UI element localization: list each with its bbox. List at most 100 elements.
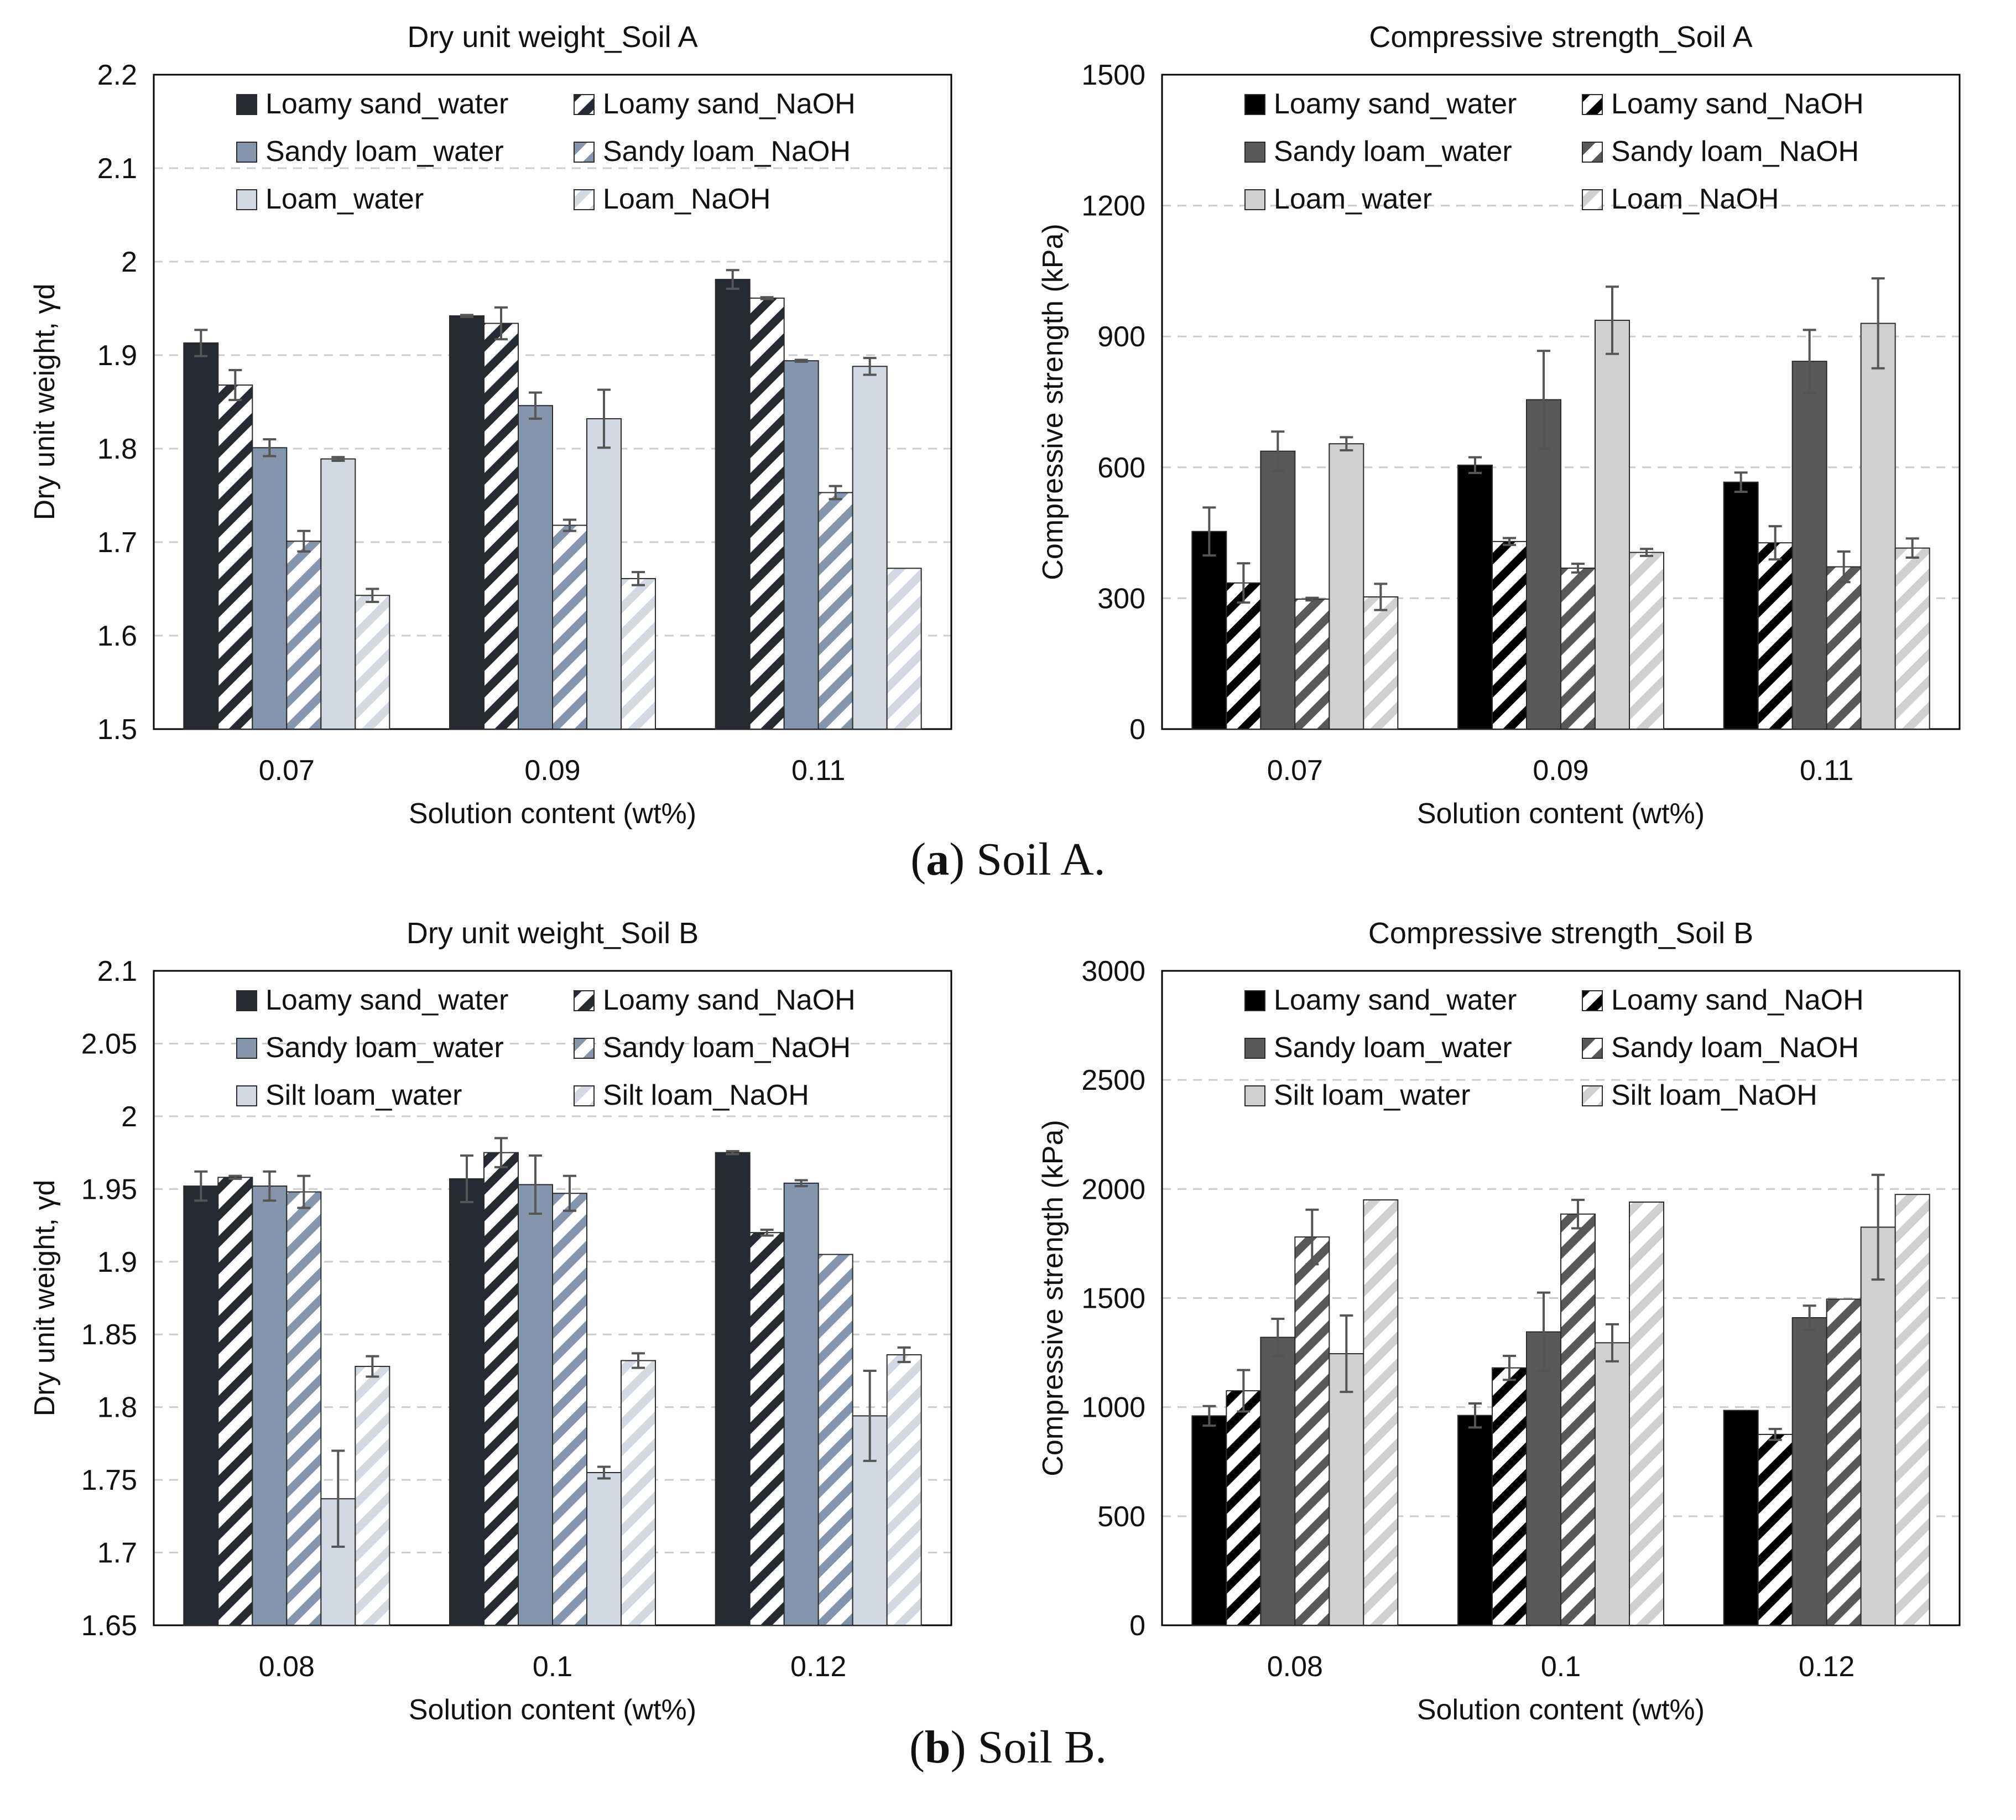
- bar-loamy-sand-water-0-12: [715, 1152, 751, 1626]
- error-bar-loamy-sand-naoh-0-11: [1768, 525, 1782, 561]
- error-bar-loam-naoh-0-09: [632, 571, 645, 586]
- legend-item-loam-water: Loam_water: [1244, 183, 1432, 215]
- bar-loamy-sand-water-0-07: [183, 342, 219, 730]
- caption-a-open: (: [910, 834, 926, 885]
- x-tick-label: 0.09: [1533, 755, 1588, 787]
- bar-loamy-sand-naoh-0-08: [1226, 1390, 1262, 1626]
- error-bar-sandy-loam-naoh-0-07: [1305, 596, 1319, 602]
- y-tick-label: 1.9: [97, 340, 137, 372]
- error-bar-loamy-sand-naoh-0-07: [1237, 562, 1251, 604]
- y-tick-label: 1500: [1081, 1283, 1145, 1315]
- legend-item-loamy-sand-water: Loamy sand_water: [1244, 984, 1517, 1016]
- bar-silt-loam-naoh-0-12: [1894, 1194, 1930, 1626]
- bar-silt-loam-naoh-0-1: [1629, 1201, 1664, 1626]
- legend-swatch: [236, 189, 257, 210]
- bar-sandy-loam-naoh-0-08: [1294, 1236, 1330, 1626]
- legend-label: Loam_water: [1274, 183, 1432, 215]
- x-tick-label: 0.08: [1267, 1651, 1323, 1683]
- bar-sandy-loam-water-0-09: [518, 405, 553, 730]
- x-tick-label: 0.07: [1267, 755, 1323, 787]
- chart-title: Compressive strength_Soil B: [1368, 917, 1753, 950]
- caption-soil-a: (a) Soil A.: [0, 833, 2016, 886]
- legend-label: Loamy sand_NaOH: [1611, 984, 1864, 1016]
- bar-sandy-loam-naoh-0-12: [817, 1254, 853, 1626]
- bar-loam-water-0-09: [1595, 320, 1630, 730]
- legend-item-sandy-loam-water: Sandy loam_water: [1244, 136, 1512, 168]
- x-tick-label: 0.11: [791, 755, 845, 787]
- legend-item-sandy-loam-naoh: Sandy loam_NaOH: [1582, 1032, 1859, 1064]
- legend-label: Loamy sand_water: [1274, 88, 1517, 120]
- legend-item-sandy-loam-water: Sandy loam_water: [1244, 1032, 1512, 1064]
- legend-item-loamy-sand-naoh: Loamy sand_NaOH: [574, 984, 856, 1016]
- error-bar-sandy-loam-water-0-07: [263, 438, 277, 457]
- legend-label: Loamy sand_water: [1274, 984, 1517, 1016]
- error-bar-sandy-loam-naoh-0-1: [563, 1174, 576, 1212]
- bar-sandy-loam-naoh-0-1: [552, 1193, 587, 1626]
- bar-sandy-loam-water-0-09: [1526, 399, 1561, 730]
- caption-b-letter: b: [924, 1722, 951, 1773]
- error-bar-loam-water-0-07: [1340, 436, 1353, 452]
- error-bar-silt-loam-water-0-08: [1340, 1314, 1353, 1393]
- error-bar-loam-water-0-09: [1606, 285, 1619, 355]
- error-bar-loam-naoh-0-07: [1374, 583, 1388, 611]
- y-tick-label: 1000: [1081, 1392, 1145, 1424]
- error-bar-loamy-sand-naoh-0-09: [1503, 537, 1516, 547]
- legend-item-silt-loam-water: Silt loam_water: [236, 1079, 462, 1111]
- error-bar-loamy-sand-water-0-1: [1468, 1402, 1482, 1429]
- bar-sandy-loam-water-0-07: [1260, 450, 1296, 730]
- y-tick-label: 1.85: [81, 1319, 137, 1351]
- x-tick-label: 0.1: [533, 1651, 572, 1683]
- chart-svg: Dry unit weight_Soil A 1.5 1.6 1.7 1.8 1.9 2 2.…: [29, 20, 952, 830]
- bar-loam-naoh-0-11: [886, 568, 922, 730]
- error-bar-loam-naoh-0-07: [366, 587, 379, 604]
- y-axis-label: Dry unit weight, γd: [29, 284, 61, 521]
- legend-swatch: [1244, 94, 1265, 115]
- error-bar-silt-loam-water-0-08: [331, 1449, 345, 1548]
- legend-label: Loamy sand_NaOH: [1611, 88, 1864, 120]
- chart-dry-unit-weight-soil-a: Dry unit weight_Soil A 1.5 1.6 1.7 1.8 1.9 2 2.…: [0, 0, 1008, 846]
- y-tick-label: 1200: [1081, 190, 1145, 222]
- legend-swatch: [1244, 142, 1265, 163]
- error-bar-loamy-sand-naoh-0-1: [494, 1137, 508, 1168]
- error-bar-loamy-sand-naoh-0-11: [760, 296, 774, 300]
- error-bar-loamy-sand-naoh-0-12: [1768, 1428, 1782, 1441]
- bar-loamy-sand-naoh-0-07: [1226, 582, 1262, 730]
- error-bar-loamy-sand-water-0-07: [1202, 506, 1216, 557]
- chart-svg: Compressive strength_Soil A 0 300 600 900 120…: [1037, 20, 1961, 830]
- caption-a-text: ) Soil A.: [949, 834, 1106, 885]
- y-axis-label: Dry unit weight, γd: [29, 1180, 61, 1417]
- bar-loamy-sand-naoh-0-1: [483, 1152, 519, 1626]
- bar-sandy-loam-water-0-12: [1791, 1317, 1827, 1626]
- error-bar-loamy-sand-naoh-0-08: [228, 1174, 242, 1180]
- bar-sandy-loam-naoh-0-08: [286, 1191, 322, 1626]
- bar-silt-loam-water-0-08: [1329, 1353, 1364, 1626]
- error-bar-loamy-sand-naoh-0-1: [1503, 1354, 1516, 1381]
- legend-label: Loamy sand_water: [265, 984, 508, 1016]
- y-tick-label: 1.7: [97, 1537, 137, 1569]
- y-tick-label: 1500: [1081, 59, 1145, 91]
- y-tick-label: 2.1: [97, 153, 137, 185]
- legend-label: Sandy loam_water: [1274, 136, 1512, 168]
- error-bar-silt-loam-water-0-1: [597, 1465, 611, 1480]
- legend-swatch: [236, 990, 257, 1011]
- bar-silt-loam-water-0-1: [586, 1471, 622, 1626]
- legend-label: Sandy loam_water: [265, 1032, 504, 1064]
- error-bar-loamy-sand-naoh-0-08: [1237, 1369, 1251, 1413]
- caption-b-text: ) Soil B.: [950, 1722, 1107, 1773]
- error-bar-sandy-loam-water-0-1: [529, 1154, 542, 1215]
- y-tick-label: 500: [1097, 1501, 1145, 1533]
- bar-sandy-loam-naoh-0-1: [1560, 1213, 1596, 1626]
- legend-swatch: [574, 1038, 595, 1059]
- bar-loamy-sand-naoh-0-07: [217, 384, 253, 730]
- legend-label: Sandy loam_NaOH: [1611, 1032, 1859, 1064]
- legend-swatch: [574, 94, 595, 115]
- y-tick-label: 2.2: [97, 59, 137, 91]
- legend-swatch: [236, 94, 257, 115]
- error-bar-loamy-sand-naoh-0-09: [494, 306, 508, 341]
- bar-loamy-sand-water-0-11: [715, 279, 751, 730]
- legend-label: Sandy loam_NaOH: [603, 1032, 851, 1064]
- chart-title: Compressive strength_Soil A: [1369, 20, 1752, 54]
- bar-sandy-loam-naoh-0-09: [552, 524, 587, 730]
- legend-label: Silt loam_NaOH: [603, 1079, 809, 1111]
- bar-loamy-sand-naoh-0-09: [1492, 540, 1527, 730]
